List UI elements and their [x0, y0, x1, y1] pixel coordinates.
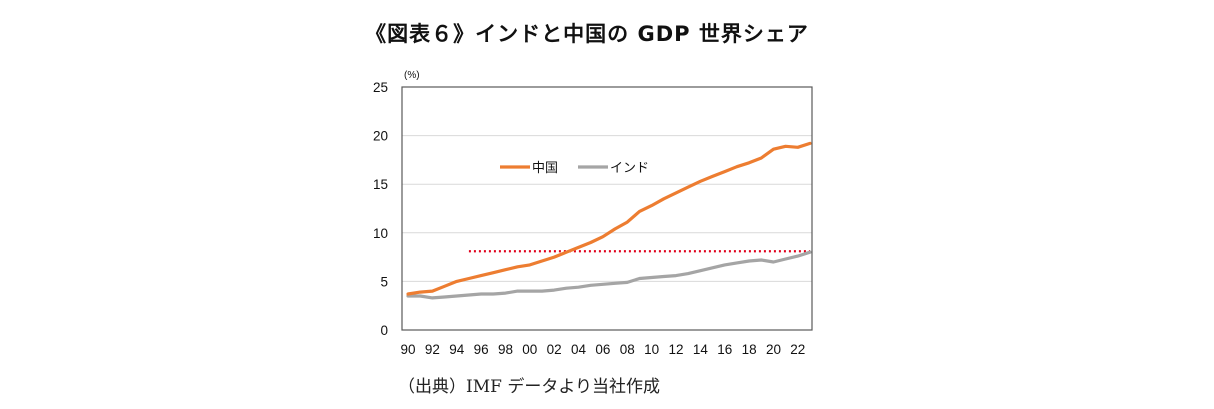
x-tick-label: 20 — [766, 342, 781, 357]
series-lines — [406, 141, 812, 300]
x-tick-label: 10 — [644, 342, 659, 357]
legend-label: インド — [610, 161, 649, 176]
y-axis-unit-label: (%) — [404, 70, 420, 81]
x-tick-label: 90 — [400, 342, 415, 357]
y-tick-label: 25 — [373, 80, 388, 95]
x-tick-label: 14 — [693, 342, 709, 357]
y-tick-label: 5 — [380, 274, 388, 289]
x-tick-label: 98 — [498, 342, 513, 357]
x-tick-label: 18 — [742, 342, 757, 357]
legend-label: 中国 — [532, 161, 558, 176]
x-tick-label: 96 — [474, 342, 489, 357]
source-note: （出典）IMF データより当社作成 — [398, 377, 660, 397]
x-tick-label: 00 — [522, 342, 537, 357]
x-tick-label: 04 — [571, 342, 587, 357]
x-tick-label: 06 — [595, 342, 610, 357]
series-line-china — [406, 141, 812, 296]
y-tick-label: 0 — [380, 323, 388, 338]
x-tick-label: 94 — [449, 342, 465, 357]
x-tick-label: 02 — [547, 342, 562, 357]
x-tick-label: 22 — [790, 342, 805, 357]
y-axis-ticks: 0 5 10 15 20 25 — [373, 80, 388, 338]
x-axis-ticks: 90 92 94 96 98 00 02 04 06 08 10 12 14 16 18 20 22 — [400, 342, 805, 357]
y-tick-label: 15 — [373, 177, 388, 192]
plot-frame — [401, 86, 813, 331]
chart-title: 《図表６》インドと中国の GDP 世界シェア — [0, 18, 1214, 48]
x-tick-label: 16 — [717, 342, 732, 357]
series-line-india — [406, 250, 812, 300]
legend: 中国 インド — [500, 161, 649, 176]
y-tick-label: 20 — [373, 129, 388, 144]
x-tick-label: 92 — [425, 342, 440, 357]
x-tick-label: 08 — [620, 342, 635, 357]
chart-title-text: 《図表６》インドと中国の GDP 世界シェア — [365, 22, 809, 46]
y-tick-label: 10 — [373, 226, 388, 241]
x-tick-label: 12 — [668, 342, 683, 357]
